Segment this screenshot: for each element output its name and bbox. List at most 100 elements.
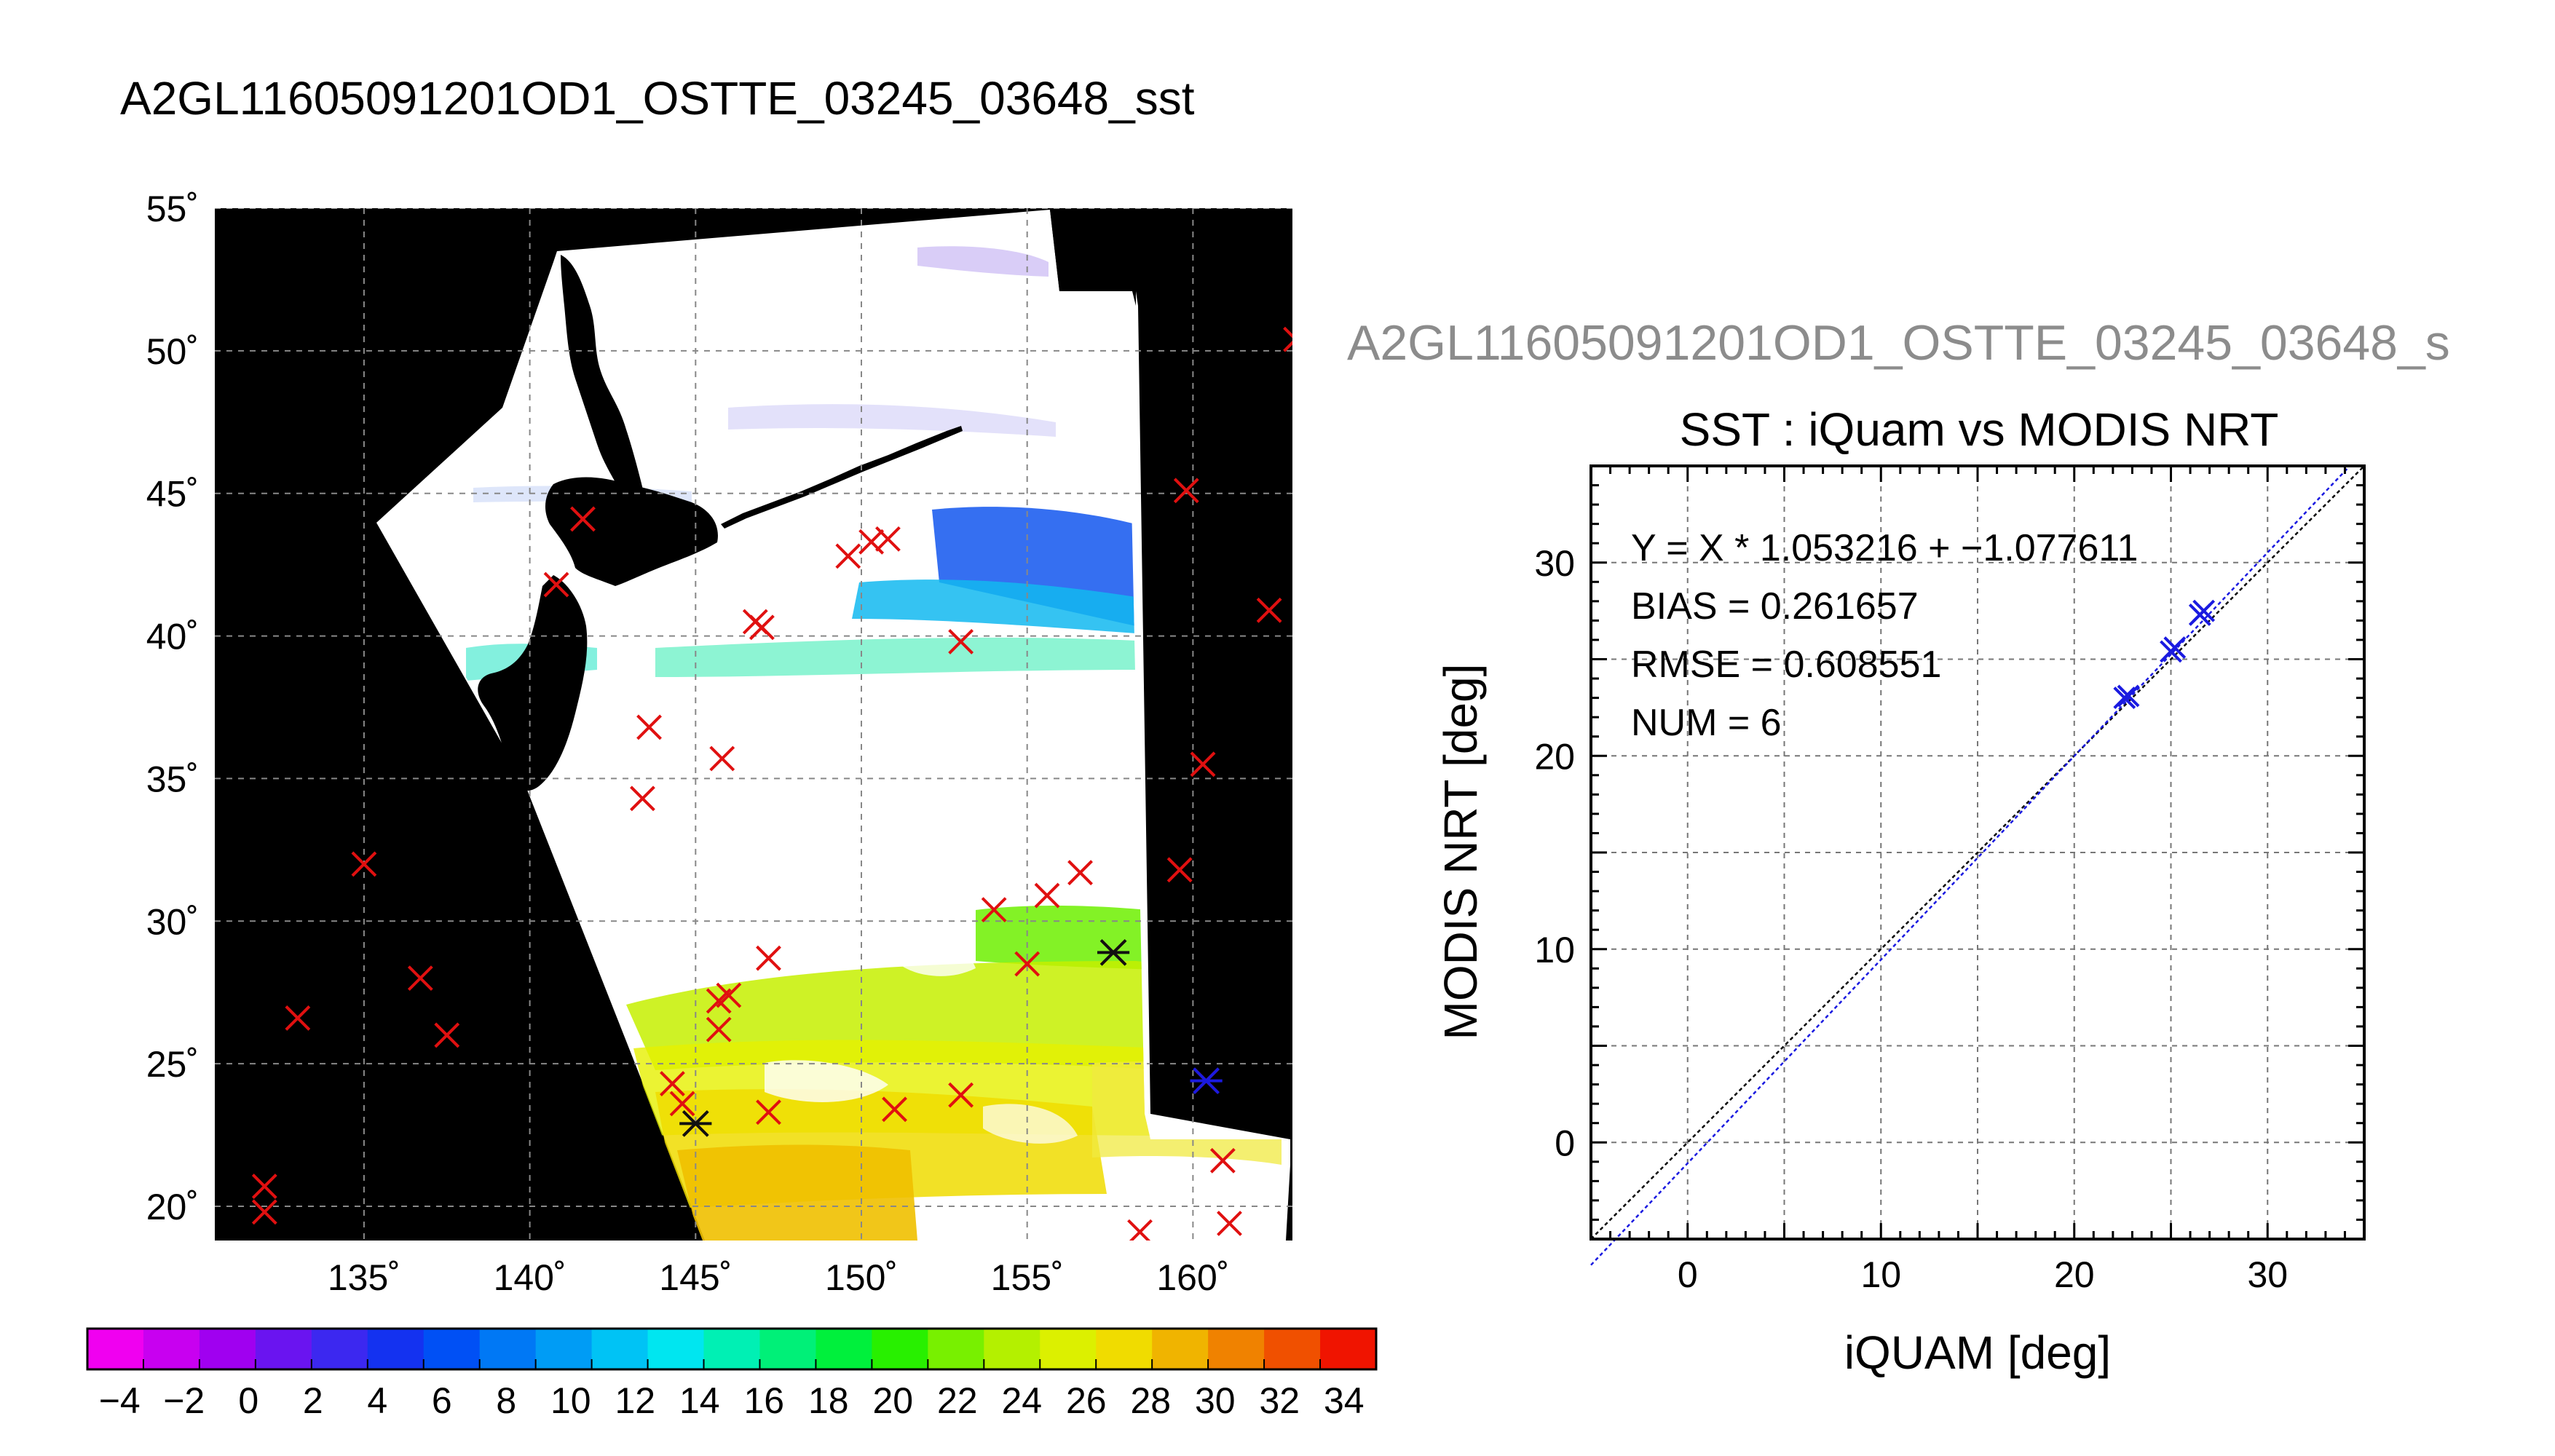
colorbar-tick-label: 2 bbox=[303, 1380, 323, 1421]
marker-stroke bbox=[706, 1016, 732, 1042]
scatter-stat-line: RMSE = 0.608551 bbox=[1631, 644, 1941, 686]
marker-stroke bbox=[1283, 340, 1292, 352]
scatter-x-label: iQUAM [deg] bbox=[1844, 1326, 2111, 1379]
map-lon-tick-label: 155˚ bbox=[991, 1257, 1064, 1298]
buoy-marker-red bbox=[669, 1091, 695, 1117]
colorbar-tick-label: 20 bbox=[872, 1380, 913, 1421]
buoy-marker-red bbox=[251, 1174, 277, 1199]
scatter-panel-title: A2GL11605091201OD1_OSTTE_03245_03648_s bbox=[1347, 315, 2450, 371]
marker-stroke bbox=[981, 897, 1007, 923]
buoy-marker-red bbox=[948, 1082, 974, 1108]
buoy-marker-red bbox=[630, 786, 655, 812]
scatter-y-tick-label: 0 bbox=[1555, 1123, 1575, 1163]
scatter-point bbox=[2160, 640, 2182, 663]
colorbar-cell bbox=[1040, 1329, 1097, 1369]
scatter-stat-line: Y = X * 1.053216 + −1.077611 bbox=[1631, 527, 2138, 569]
buoy-marker-red bbox=[1014, 951, 1040, 977]
scatter-gridlines bbox=[1591, 466, 2364, 1239]
colorbar-tick-label: 8 bbox=[496, 1380, 516, 1421]
marker-stroke bbox=[2188, 604, 2211, 626]
colorbar-cell bbox=[479, 1329, 537, 1369]
scatter-x-tick-label: 20 bbox=[2054, 1254, 2095, 1295]
colorbar-cell bbox=[535, 1329, 593, 1369]
buoy-marker-red bbox=[706, 1016, 732, 1042]
colorbar-ticks: −4 −2 0 2 4 6 8 10 12 14 16 18 20 22 24 26 28 30 32 34 bbox=[99, 1380, 1365, 1421]
buoy-marker-red bbox=[756, 1099, 781, 1125]
map-lat-tick-label: 40˚ bbox=[146, 617, 199, 657]
map-lat-tick-label: 25˚ bbox=[146, 1044, 199, 1085]
scatter-y-tick-label: 10 bbox=[1534, 930, 1575, 970]
scatter-stat-line: BIAS = 0.261657 bbox=[1631, 585, 1919, 628]
scatter-point bbox=[2188, 604, 2211, 626]
colorbar-cell bbox=[1152, 1329, 1209, 1369]
buoy-marker-red bbox=[1217, 1211, 1242, 1236]
buoy-marker-red bbox=[948, 628, 974, 654]
scatter-point bbox=[2117, 684, 2140, 708]
colorbar-cell bbox=[423, 1329, 481, 1369]
colorbar-tick-label: 6 bbox=[432, 1380, 452, 1421]
kamchatka-tip bbox=[1050, 208, 1136, 306]
buoy-marker-red bbox=[756, 945, 781, 971]
marker-stroke bbox=[875, 526, 901, 552]
marker-stroke bbox=[1034, 882, 1060, 909]
map-lon-tick-label: 140˚ bbox=[494, 1257, 566, 1298]
map-buoy-markers bbox=[251, 326, 1292, 1241]
buoy-marker-blue bbox=[1190, 1067, 1223, 1095]
marker-stroke bbox=[948, 628, 974, 654]
map-lon-tick-label: 135˚ bbox=[328, 1257, 400, 1298]
colorbar-cell bbox=[759, 1329, 816, 1369]
map-lat-tick-label: 45˚ bbox=[146, 474, 199, 515]
scatter-x-tick-label: 0 bbox=[1678, 1254, 1698, 1295]
colorbar-cell bbox=[87, 1329, 144, 1369]
scatter-x-ticks: 0 10 20 30 bbox=[1678, 1254, 2288, 1295]
marker-stroke bbox=[882, 1096, 907, 1123]
marker-stroke bbox=[351, 851, 377, 877]
colorbar-cell bbox=[816, 1329, 872, 1369]
buoy-marker-red bbox=[749, 614, 775, 641]
buoy-marker-red bbox=[875, 526, 901, 552]
buoy-marker-red bbox=[636, 714, 662, 740]
sst-patches bbox=[466, 246, 1282, 1241]
marker-stroke bbox=[709, 745, 735, 772]
kuril-islands bbox=[721, 426, 963, 529]
colorbar-tick-label: 22 bbox=[937, 1380, 978, 1421]
marker-stroke bbox=[2160, 640, 2182, 663]
colorbar-cell bbox=[872, 1329, 928, 1369]
marker-stroke bbox=[1217, 1211, 1242, 1236]
colorbar-tick-label: −4 bbox=[99, 1380, 141, 1421]
marker-stroke bbox=[749, 614, 775, 641]
scatter-x-tick-label: 30 bbox=[2247, 1254, 2288, 1295]
marker-stroke bbox=[948, 1082, 974, 1108]
colorbar-cell bbox=[1264, 1329, 1321, 1369]
colorbar-cell bbox=[311, 1329, 368, 1369]
colorbar-cell bbox=[199, 1329, 256, 1369]
buoy-marker-red bbox=[251, 1199, 277, 1225]
colorbar-cell bbox=[591, 1329, 649, 1369]
scatter-title: SST : iQuam vs MODIS NRT bbox=[1680, 403, 2279, 456]
colorbar-tick-label: 0 bbox=[238, 1380, 258, 1421]
colorbar-cell bbox=[1320, 1329, 1377, 1369]
colorbar-tick-label: 10 bbox=[550, 1380, 591, 1421]
colorbar-tick-label: 18 bbox=[808, 1380, 849, 1421]
marker-stroke bbox=[285, 1005, 311, 1031]
colorbar-cell bbox=[703, 1329, 760, 1369]
scatter-stats: Y = X * 1.053216 + −1.077611 BIAS = 0.261… bbox=[1631, 527, 2138, 744]
marker-stroke bbox=[251, 1174, 277, 1199]
marker-stroke bbox=[1067, 860, 1093, 886]
marker-stroke bbox=[1166, 857, 1193, 883]
buoy-marker-red bbox=[1034, 882, 1060, 909]
buoy-marker-red bbox=[570, 506, 596, 532]
colorbar-cell bbox=[647, 1329, 705, 1369]
buoy-marker-black bbox=[679, 1109, 712, 1137]
buoy-marker-red bbox=[709, 745, 735, 772]
marker-stroke bbox=[669, 1091, 695, 1117]
marker-stroke bbox=[1129, 1219, 1153, 1241]
marker-stroke bbox=[756, 945, 781, 971]
map-gridlines bbox=[215, 208, 1292, 1241]
colorbar-cells bbox=[87, 1329, 1377, 1369]
colorbar-tick-label: 4 bbox=[367, 1380, 387, 1421]
one-to-one-line bbox=[1590, 465, 2365, 1240]
buoy-marker-red bbox=[716, 982, 742, 1008]
